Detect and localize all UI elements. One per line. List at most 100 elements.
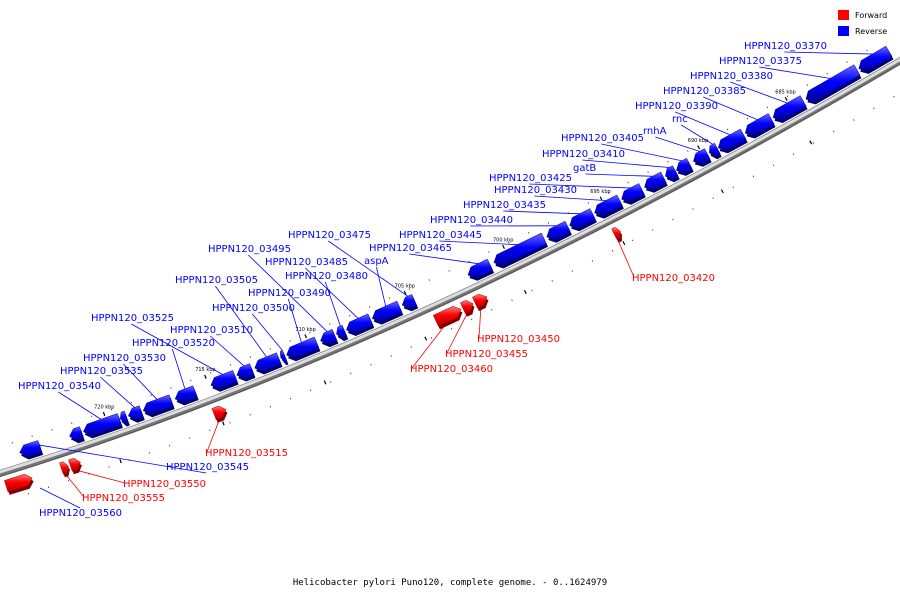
gene-arrow-reverse-27 — [142, 394, 175, 418]
legend-reverse-swatch — [838, 26, 849, 36]
gene-arrow-reverse-9 — [644, 171, 668, 193]
kbp-tick-label: 695 kbp — [590, 189, 610, 195]
gene-label-hppn120_03510: HPPN120_03510 — [170, 325, 253, 336]
gene-arrow-reverse-5 — [709, 142, 722, 160]
gene-arrow-forward-4 — [211, 405, 228, 423]
gene-arrow-reverse-26 — [174, 385, 199, 406]
gene-arrow-reverse-3 — [744, 113, 776, 139]
kbp-tick-label: 710 kbp — [295, 327, 315, 333]
gene-label-aspa: aspA — [364, 256, 389, 267]
leader-line — [439, 240, 519, 246]
kbp-tick-label: 705 kbp — [395, 284, 415, 290]
gene-arrow-forward-3 — [432, 306, 463, 330]
gene-label-hppn120_03390: HPPN120_03390 — [635, 101, 718, 112]
gene-label-hppn120_03425: HPPN120_03425 — [489, 173, 572, 184]
gene-label-hppn120_03520: HPPN120_03520 — [132, 338, 215, 349]
gene-label-hppn120_03500: HPPN120_03500 — [212, 303, 295, 314]
leader-line — [171, 348, 186, 390]
leader-line — [100, 376, 136, 409]
gene-arrow-forward-7 — [4, 473, 34, 495]
gene-label-hppn120_03440: HPPN120_03440 — [430, 215, 513, 226]
leader-line — [305, 267, 359, 319]
gene-label-hppn120_03375: HPPN120_03375 — [719, 56, 802, 67]
gene-label-hppn120_03530: HPPN120_03530 — [83, 353, 166, 364]
leader-line — [123, 363, 158, 400]
gene-arrow-reverse-4 — [717, 128, 748, 154]
kbp-tick-label: 715 kbp — [195, 367, 215, 373]
gene-arrow-reverse-6 — [693, 148, 712, 167]
gene-label-rnc: rnc — [672, 114, 688, 125]
leader-line — [601, 143, 683, 162]
kbp-tick-label: 690 kbp — [688, 138, 708, 144]
gene-label-hppn120_03540: HPPN120_03540 — [18, 381, 101, 392]
gene-label-hppn120_03525: HPPN120_03525 — [91, 313, 174, 324]
leader-line — [503, 210, 582, 215]
gene-label-hppn120_03545: HPPN120_03545 — [166, 462, 249, 473]
gene-arrow-reverse-8 — [665, 165, 680, 183]
leader-line — [214, 285, 268, 358]
gene-label-hppn120_03495: HPPN120_03495 — [208, 244, 291, 255]
major-ticks — [102, 96, 813, 464]
gene-arrow-forward-6 — [59, 461, 70, 478]
leader-line — [287, 298, 302, 343]
gene-arrow-reverse-7 — [676, 157, 694, 176]
leader-line — [446, 311, 469, 354]
gene-arrow-reverse-14 — [493, 232, 548, 269]
gene-label-hppn120_03560: HPPN120_03560 — [39, 508, 122, 519]
gene-arrow-reverse-18 — [346, 313, 375, 336]
leader-line — [582, 159, 671, 169]
gene-arrow-forward-0 — [611, 227, 622, 243]
leader-line — [730, 81, 789, 104]
legend-reverse-label: Reverse — [855, 27, 887, 36]
gene-label-hppn120_03410: HPPN120_03410 — [542, 149, 625, 160]
gene-arrow-reverse-21 — [286, 336, 321, 362]
gene-arrow-reverse-19 — [336, 324, 349, 342]
gene-label-hppn120_03475: HPPN120_03475 — [288, 230, 371, 241]
gene-arrow-forward-1 — [472, 293, 489, 312]
kbp-tick-label: 685 kbp — [775, 90, 795, 96]
gene-label-hppn120_03490: HPPN120_03490 — [248, 288, 331, 299]
gene-arrow-reverse-15 — [467, 258, 495, 281]
gene-label-hppn120_03555: HPPN120_03555 — [82, 493, 165, 504]
leader-line — [534, 195, 608, 202]
gene-label-hppn120_03430: HPPN120_03430 — [494, 185, 577, 196]
leader-line — [703, 96, 759, 121]
gene-label-hppn120_03485: HPPN120_03485 — [265, 257, 348, 268]
gene-arrow-reverse-0 — [858, 45, 894, 74]
leader-line — [409, 253, 480, 265]
minor-ticks — [11, 49, 895, 495]
leader-line — [617, 238, 635, 278]
gene-arrow-reverse-1 — [805, 64, 862, 105]
gene-label-hppn120_03505: HPPN120_03505 — [175, 275, 258, 286]
leader-line — [64, 473, 85, 498]
kbp-tick-label: 720 kbp — [94, 404, 114, 410]
gene-label-hppn120_03460: HPPN120_03460 — [410, 364, 493, 375]
leader-line — [675, 111, 731, 136]
genome-backbone — [0, 56, 900, 478]
leader-line — [206, 417, 221, 453]
gene-arrow-reverse-20 — [320, 329, 339, 348]
leader-line — [784, 51, 874, 55]
leader-line — [324, 281, 341, 327]
gene-arrow-reverse-29 — [120, 410, 130, 427]
gene-label-hppn120_03385: HPPN120_03385 — [663, 86, 746, 97]
leader-line — [376, 266, 387, 307]
gene-label-hppn120_03380: HPPN120_03380 — [690, 71, 773, 82]
gene-arrow-reverse-31 — [69, 426, 85, 444]
gene-arrow-reverse-28 — [127, 405, 145, 423]
label-leader-lines — [29, 51, 874, 509]
gene-arrow-reverse-17 — [371, 300, 404, 325]
leader-line — [248, 254, 328, 333]
leader-line — [58, 391, 102, 420]
leader-line — [759, 66, 832, 80]
gene-label-hppn120_03465: HPPN120_03465 — [369, 243, 452, 254]
leader-line — [75, 469, 126, 484]
gene-label-hppn120_03450: HPPN120_03450 — [477, 334, 560, 345]
gene-label-hppn120_03420: HPPN120_03420 — [632, 273, 715, 284]
gene-label-hppn120_03550: HPPN120_03550 — [123, 479, 206, 490]
legend-forward-swatch — [838, 10, 849, 20]
kbp-tick-label: 700 kbp — [493, 238, 513, 244]
gene-arrow-forward-2 — [460, 300, 475, 317]
leader-line — [655, 136, 701, 153]
